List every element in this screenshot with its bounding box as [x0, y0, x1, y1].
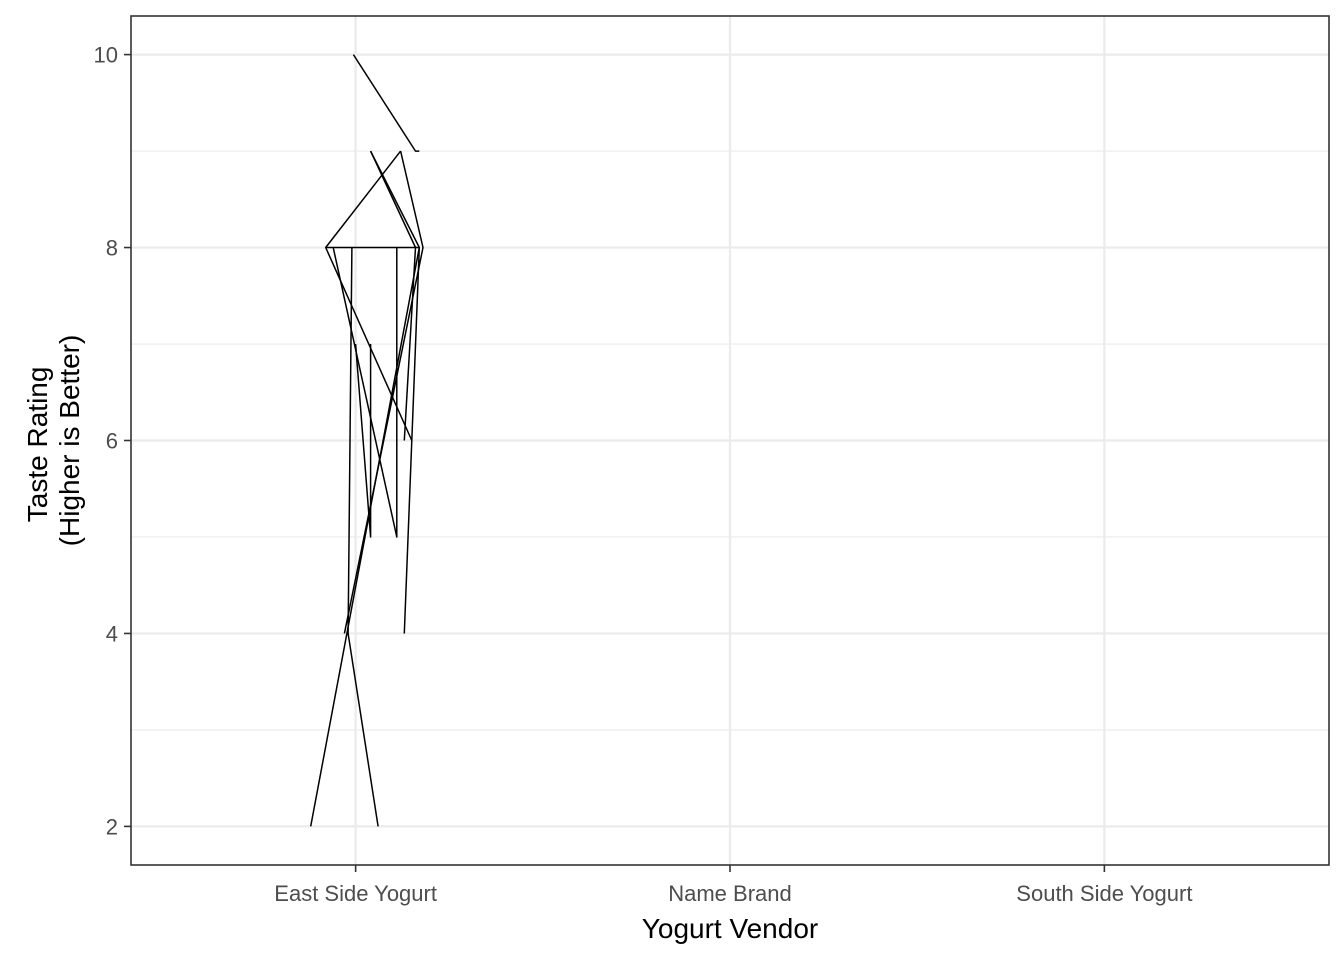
series-lines — [309, 54, 424, 827]
grid-lines — [131, 16, 1329, 865]
y-tick-label: 4 — [106, 621, 118, 646]
tick-labels: 2 4 6 8 10 East Side Yogurt Name Brand South Si… — [94, 43, 1193, 906]
series-line-8 — [309, 246, 421, 827]
y-tick-label: 2 — [106, 814, 118, 839]
x-axis-title: Yogurt Vendor — [642, 913, 818, 944]
axis-ticks — [124, 53, 1106, 872]
x-tick-label: Name Brand — [668, 881, 792, 906]
series-line-9 — [347, 247, 379, 827]
y-tick-label: 10 — [94, 43, 118, 68]
series-line-7 — [354, 343, 372, 538]
y-axis-title-line-2: (Higher is Better) — [54, 335, 85, 547]
x-tick-label: East Side Yogurt — [274, 881, 437, 906]
y-tick-label: 6 — [106, 429, 118, 454]
y-axis-title-line-1: Taste Rating — [22, 367, 53, 523]
y-tick-label: 8 — [106, 236, 118, 261]
y-axis-title: Taste Rating (Higher is Better) — [22, 335, 85, 547]
series-line-1 — [352, 54, 420, 152]
x-tick-label: South Side Yogurt — [1016, 881, 1192, 906]
series-line-6 — [332, 247, 398, 538]
